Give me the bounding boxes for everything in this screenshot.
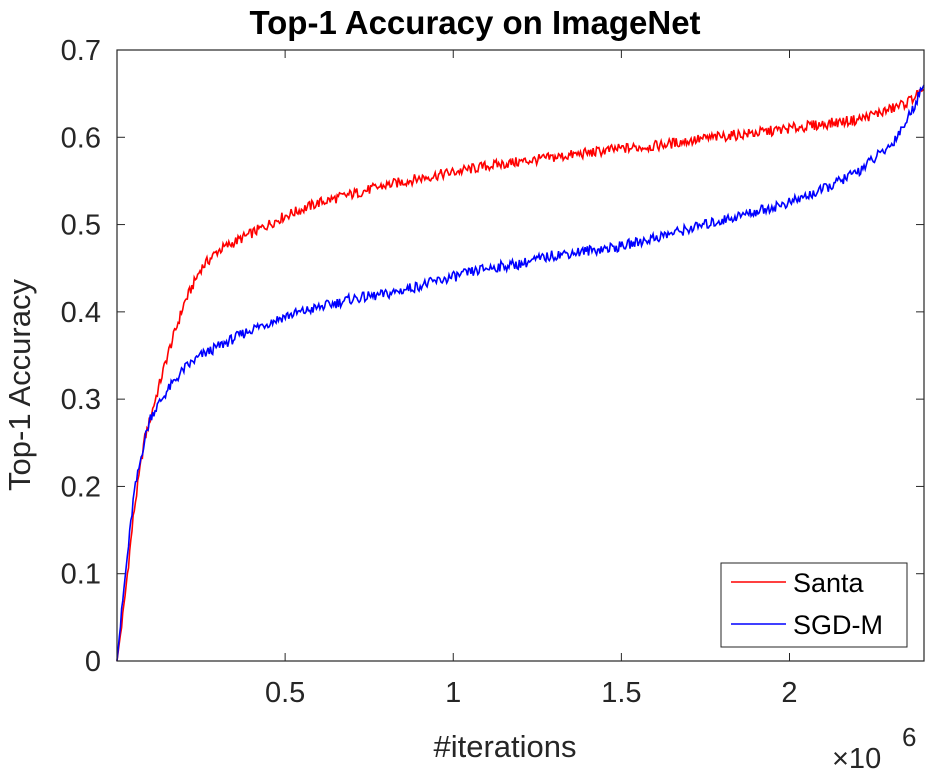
legend-label-sgd-m: SGD-M (793, 610, 883, 640)
tick-labels: 0.5 1 1.5 2 0 0.1 0.2 0.3 0.4 0.5 0.6 0.7 (61, 35, 798, 709)
legend-box (720, 562, 908, 648)
series-line-santa (116, 88, 925, 662)
y-tick-label: 0.7 (61, 35, 101, 67)
y-tick-label: 0.4 (61, 297, 101, 329)
legend-label-santa: Santa (793, 568, 865, 598)
y-tick-label: 0.6 (61, 122, 101, 154)
x-tick-label: 0.5 (265, 677, 305, 709)
x-tick-label: 2 (781, 677, 797, 709)
x-multiplier-exponent: 6 (902, 722, 916, 752)
y-tick-label: 0.5 (61, 210, 101, 242)
x-multiplier: ×10 6 (832, 722, 916, 772)
series-line-sgd-m (116, 84, 925, 662)
y-tick-label: 0.2 (61, 471, 101, 503)
plot-frame (116, 49, 925, 662)
x-tick-label: 1.5 (601, 677, 641, 709)
legend: Santa SGD-M (720, 562, 908, 648)
x-axis-label: #iterations (433, 729, 576, 764)
chart-title: Top-1 Accuracy on ImageNet (249, 4, 700, 41)
x-multiplier-base: ×10 (832, 743, 881, 772)
y-tick-label: 0.1 (61, 559, 101, 591)
y-tick-label: 0.3 (61, 384, 101, 416)
series-lines (116, 84, 925, 662)
y-axis-label: Top-1 Accuracy (2, 279, 37, 491)
x-tick-label: 1 (445, 677, 461, 709)
y-tick-label: 0 (85, 646, 101, 678)
